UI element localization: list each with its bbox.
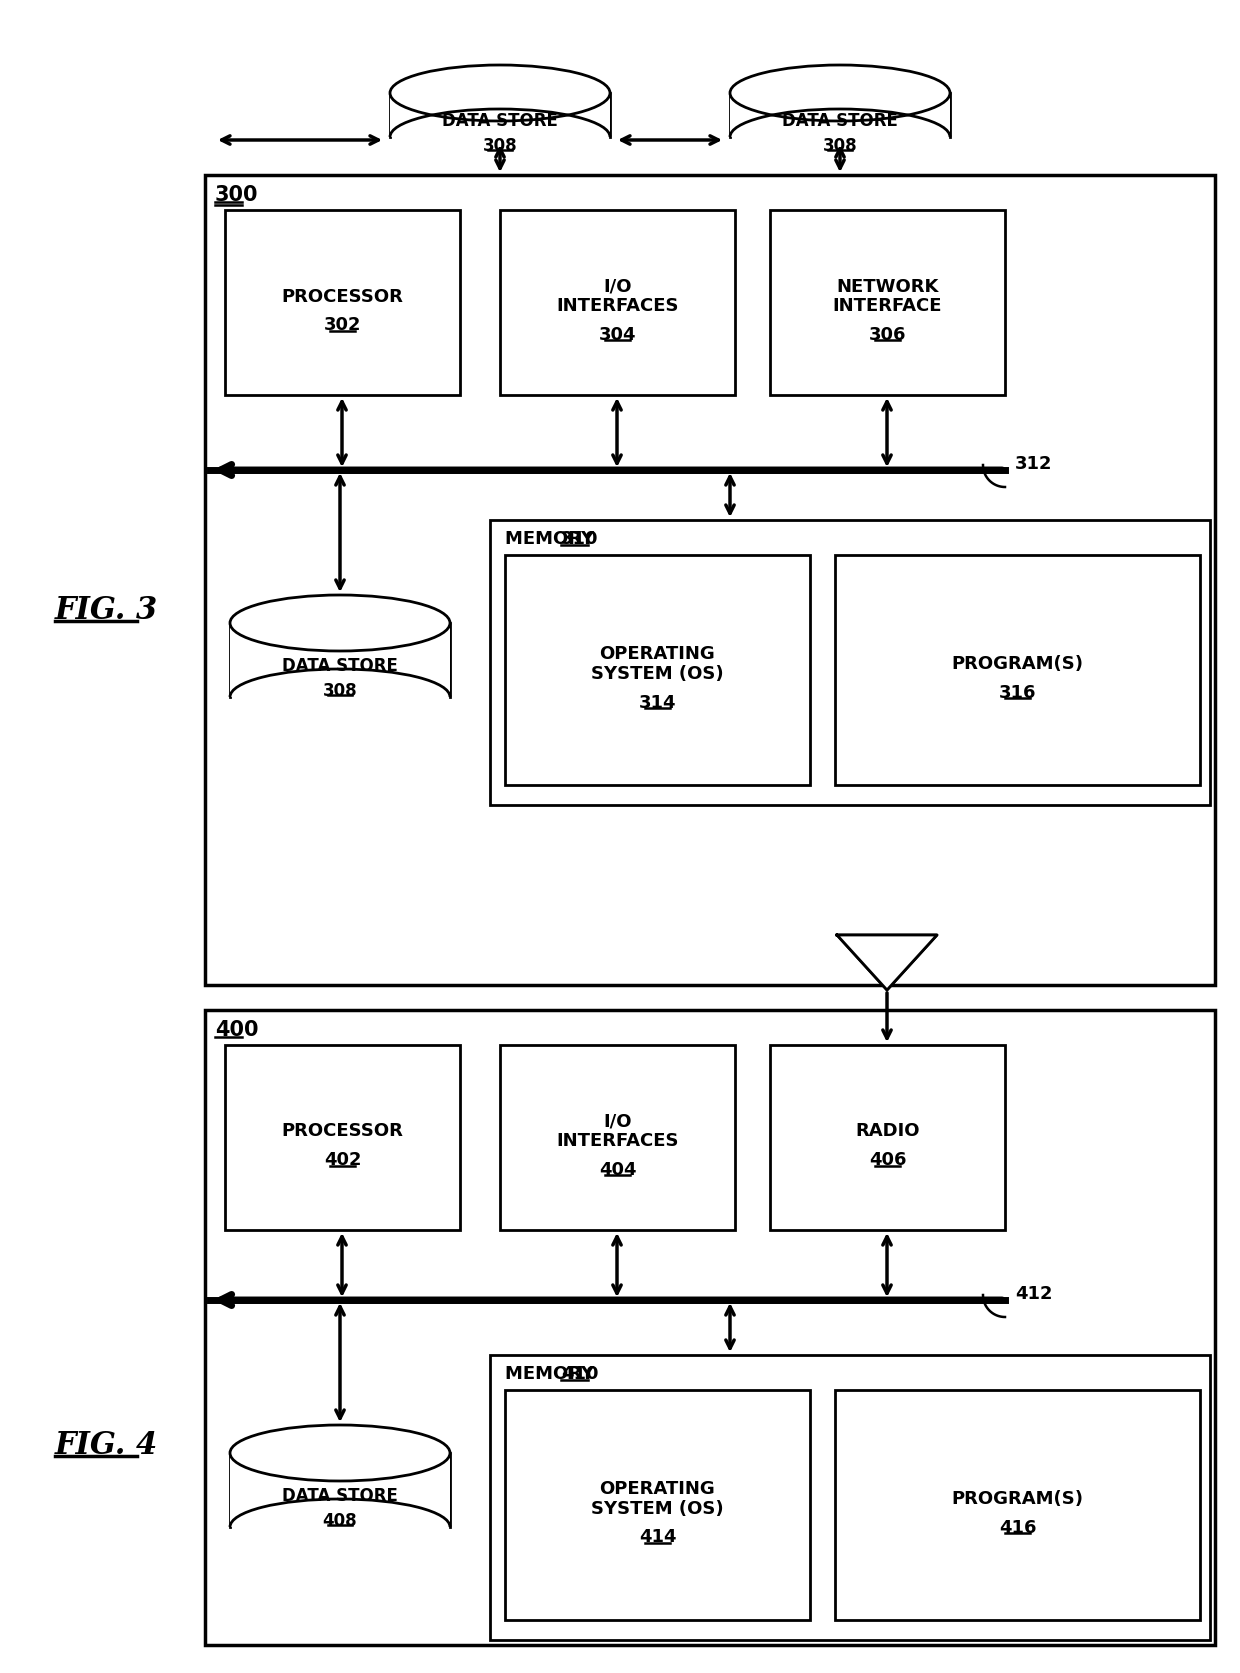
Bar	[500, 1046, 735, 1230]
Text: 404: 404	[599, 1161, 636, 1179]
Text: INTERFACES: INTERFACES	[557, 1133, 678, 1151]
Bar	[730, 94, 950, 137]
Text: 304: 304	[599, 326, 636, 345]
Ellipse shape	[229, 596, 450, 651]
Text: 300: 300	[215, 186, 258, 206]
Text: 310: 310	[560, 530, 598, 549]
Bar	[835, 555, 1200, 785]
Bar	[835, 1390, 1200, 1619]
Text: SYSTEM (OS): SYSTEM (OS)	[591, 664, 724, 683]
Bar	[205, 176, 1215, 985]
Text: 414: 414	[639, 1529, 676, 1546]
Bar	[505, 1390, 810, 1619]
Text: PROCESSOR: PROCESSOR	[281, 288, 403, 306]
Text: 402: 402	[324, 1151, 361, 1169]
Text: 308: 308	[322, 683, 357, 699]
Text: 408: 408	[322, 1512, 357, 1531]
Bar	[490, 1355, 1210, 1640]
Text: DATA STORE: DATA STORE	[782, 112, 898, 130]
Text: I/O: I/O	[603, 1113, 631, 1131]
Polygon shape	[837, 935, 937, 990]
Text: 312: 312	[1016, 455, 1053, 473]
Text: FIG. 3: FIG. 3	[55, 596, 159, 626]
Text: 316: 316	[998, 684, 1037, 701]
Bar	[500, 211, 735, 395]
Text: NETWORK: NETWORK	[836, 278, 939, 296]
Ellipse shape	[391, 65, 610, 120]
Text: INTERFACE: INTERFACE	[833, 298, 942, 315]
Text: 416: 416	[998, 1519, 1037, 1537]
Text: MEMORY: MEMORY	[505, 1365, 600, 1384]
Ellipse shape	[229, 1425, 450, 1481]
Text: MEMORY: MEMORY	[505, 530, 600, 549]
Text: 410: 410	[560, 1365, 598, 1384]
Text: 314: 314	[639, 694, 676, 711]
Text: DATA STORE: DATA STORE	[281, 1487, 398, 1506]
Text: PROGRAM(S): PROGRAM(S)	[951, 656, 1084, 673]
Text: 302: 302	[324, 316, 361, 335]
Text: OPERATING: OPERATING	[600, 1481, 715, 1499]
Text: DATA STORE: DATA STORE	[281, 657, 398, 674]
Text: DATA STORE: DATA STORE	[443, 112, 558, 130]
Text: INTERFACES: INTERFACES	[557, 298, 678, 315]
Text: 308: 308	[822, 137, 857, 156]
Bar	[770, 1046, 1004, 1230]
Bar	[229, 1452, 450, 1527]
Text: PROCESSOR: PROCESSOR	[281, 1123, 403, 1141]
Text: RADIO: RADIO	[856, 1123, 920, 1141]
Bar	[229, 622, 450, 698]
Text: SYSTEM (OS): SYSTEM (OS)	[591, 1499, 724, 1517]
Bar	[224, 1046, 460, 1230]
Bar	[391, 94, 610, 137]
Text: 308: 308	[482, 137, 517, 156]
Bar	[505, 555, 810, 785]
Ellipse shape	[730, 65, 950, 120]
Text: OPERATING: OPERATING	[600, 646, 715, 663]
Text: 306: 306	[869, 326, 906, 345]
Text: 412: 412	[1016, 1285, 1053, 1303]
Bar	[490, 520, 1210, 805]
Text: 406: 406	[869, 1151, 906, 1169]
Text: I/O: I/O	[603, 278, 631, 296]
Bar	[205, 1010, 1215, 1645]
Bar	[770, 211, 1004, 395]
Bar	[224, 211, 460, 395]
Text: 400: 400	[215, 1021, 258, 1041]
Text: PROGRAM(S): PROGRAM(S)	[951, 1491, 1084, 1507]
Text: FIG. 4: FIG. 4	[55, 1430, 159, 1461]
